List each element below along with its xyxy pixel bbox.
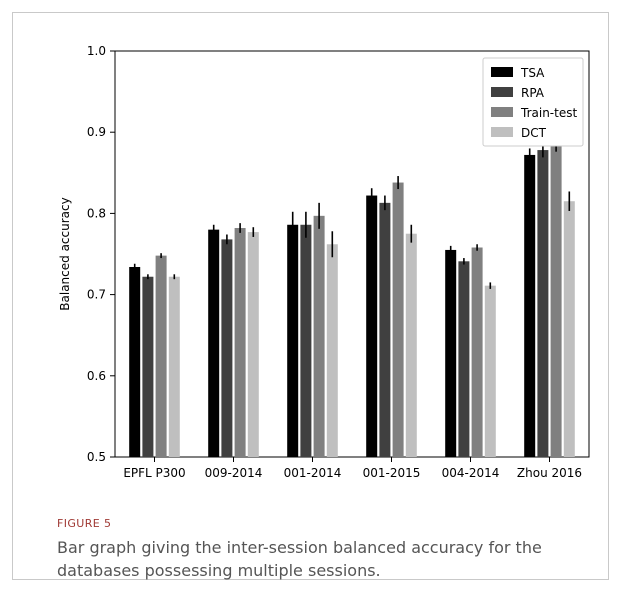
bar-train-test bbox=[550, 144, 562, 457]
legend-label: TSA bbox=[520, 66, 545, 80]
y-tick-label: 0.9 bbox=[87, 125, 106, 139]
y-tick-label: 0.8 bbox=[87, 206, 106, 220]
figure-frame: 0.5 0.6 0.7 0.8 0.9 1.0 Balanced accuracy EPFL … bbox=[12, 12, 609, 580]
legend-label: DCT bbox=[521, 126, 547, 140]
bar-train-test bbox=[234, 228, 246, 457]
bar-tsa bbox=[366, 195, 378, 457]
bar-tsa bbox=[208, 229, 220, 457]
figure-caption: Bar graph giving the inter-session balan… bbox=[57, 538, 542, 580]
bar-rpa bbox=[458, 261, 470, 457]
legend-label: Train-test bbox=[520, 106, 577, 120]
y-tick-label: 0.6 bbox=[87, 369, 106, 383]
bar-tsa bbox=[287, 224, 299, 457]
x-tick-label: EPFL P300 bbox=[123, 466, 185, 480]
bar-train-test bbox=[392, 182, 404, 457]
bar-dct bbox=[247, 232, 259, 457]
bar-train-test bbox=[471, 247, 483, 457]
bar-dct bbox=[326, 244, 338, 457]
bar-dct bbox=[563, 201, 575, 457]
y-tick-label: 0.7 bbox=[87, 288, 106, 302]
bar-rpa bbox=[221, 239, 233, 457]
bar-dct bbox=[168, 276, 180, 457]
bar-rpa bbox=[537, 150, 549, 457]
x-tick-label: 009-2014 bbox=[205, 466, 263, 480]
legend-label: RPA bbox=[521, 86, 545, 100]
plot-frame bbox=[114, 50, 590, 458]
bar-tsa bbox=[129, 266, 141, 457]
legend-box bbox=[482, 57, 584, 147]
bar-rpa bbox=[379, 202, 391, 457]
y-tick-label: 0.5 bbox=[87, 450, 106, 464]
figure-label: FIGURE 5 bbox=[57, 517, 112, 530]
legend-swatch bbox=[491, 127, 513, 137]
x-tick-label: 004-2014 bbox=[442, 466, 500, 480]
x-tick-label: 001-2014 bbox=[284, 466, 342, 480]
legend-swatch bbox=[491, 107, 513, 117]
legend-swatch bbox=[491, 87, 513, 97]
bar-chart: 0.5 0.6 0.7 0.8 0.9 1.0 Balanced accuracy EPFL … bbox=[58, 44, 590, 480]
y-axis-label: Balanced accuracy bbox=[58, 197, 72, 310]
bar-rpa bbox=[142, 276, 154, 457]
bar-dct bbox=[405, 233, 417, 457]
bar-train-test bbox=[313, 215, 325, 457]
bar-tsa bbox=[524, 154, 536, 457]
bar-train-test bbox=[155, 255, 167, 457]
bar-dct bbox=[484, 285, 496, 457]
x-tick-label: Zhou 2016 bbox=[517, 466, 582, 480]
legend-swatch bbox=[491, 67, 513, 77]
y-tick-label: 1.0 bbox=[87, 44, 106, 58]
bar-rpa bbox=[300, 224, 312, 457]
bar-tsa bbox=[445, 249, 457, 457]
x-tick-label: 001-2015 bbox=[363, 466, 421, 480]
